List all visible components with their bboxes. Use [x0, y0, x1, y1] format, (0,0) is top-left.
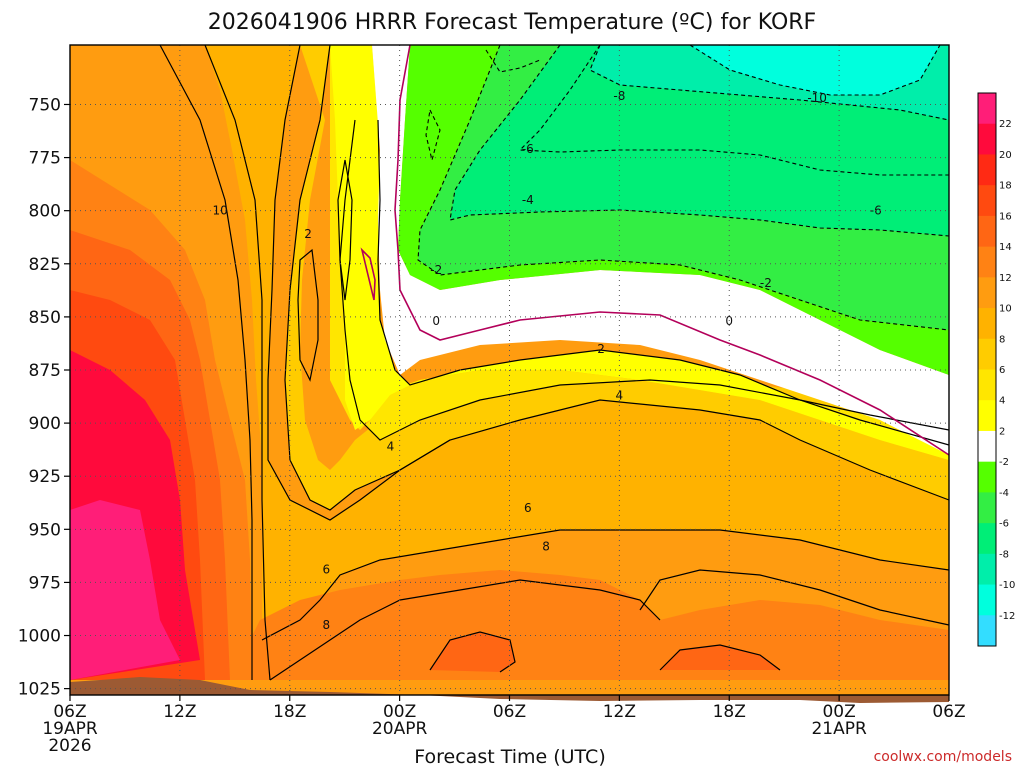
- x-tick-label: 00Z: [822, 702, 855, 722]
- y-axis: 750 775 800 825 850 875 900 925 950 975 1000 1025: [18, 95, 70, 700]
- colorbar-frame: [977, 92, 997, 647]
- colorbar-swatch: [978, 215, 996, 248]
- x-tick-label: 06Z: [53, 702, 86, 722]
- contour-label: 6: [323, 563, 331, 577]
- contour-label: -10: [807, 91, 827, 105]
- colorbar-label: 6: [999, 365, 1005, 376]
- colorbar-swatch: [978, 615, 996, 647]
- colorbar-swatch: [978, 461, 996, 493]
- colorbar-swatch: [978, 185, 996, 217]
- colorbar-swatch: [978, 492, 996, 524]
- band-neg2-2: [372, 45, 949, 455]
- zero-contour: [360, 44, 950, 456]
- contour-label: 0: [725, 314, 733, 328]
- colorbar-label: 14: [999, 242, 1012, 253]
- colorbar-label: -4: [999, 488, 1009, 499]
- y-tick-label: 950: [29, 520, 61, 540]
- x-tick-label: 2026: [48, 736, 91, 756]
- band-near-surface-warmer-2: [660, 645, 780, 670]
- y-tick-label: 1025: [18, 680, 61, 700]
- x-tick-label: 06Z: [493, 702, 526, 722]
- y-tick-label: 825: [29, 255, 61, 275]
- colorbar-swatch: [978, 430, 996, 463]
- colorbar-label: 20: [999, 150, 1012, 161]
- band-neg4-neg2: [398, 45, 949, 375]
- colorbar-label: 4: [999, 396, 1005, 407]
- colorbar-label: -8: [999, 549, 1009, 560]
- colorbar-label: -12: [999, 611, 1015, 622]
- credit-text: coolwx.com/models: [874, 749, 1012, 765]
- colorbar: 22 20 18 16 14 12 10 8 6 4 2 -2 -4 -6 -8 -10 -12: [977, 92, 1015, 647]
- x-tick-label: 12Z: [603, 702, 636, 722]
- chart-title: 2026041906 HRRR Forecast Temperature (ºC…: [208, 10, 816, 35]
- x-tick-label: 12Z: [163, 702, 196, 722]
- colorbar-label: -10: [999, 580, 1015, 591]
- y-tick-label: 900: [29, 414, 61, 434]
- contour-label: 4: [387, 439, 395, 453]
- colorbar-swatch: [978, 154, 996, 186]
- contour-label: 2: [597, 342, 605, 356]
- y-tick-label: 850: [29, 308, 61, 328]
- x-tick-label: 18Z: [273, 702, 306, 722]
- colorbar-label: 12: [999, 273, 1012, 284]
- colorbar-swatch: [978, 523, 996, 555]
- y-tick-label: 750: [29, 95, 61, 115]
- colorbar-label: 10: [999, 304, 1012, 315]
- contour-label: 8: [542, 539, 550, 553]
- contour-label: -2: [430, 263, 442, 277]
- band-neg6-neg4: [418, 45, 949, 330]
- contour-label: 6: [524, 501, 532, 515]
- colorbar-label: 8: [999, 334, 1005, 345]
- x-tick-label: 21APR: [811, 719, 867, 739]
- colorbar-label: 18: [999, 181, 1012, 192]
- colorbar-swatch: [978, 553, 996, 586]
- x-tick-label: 20APR: [372, 719, 428, 739]
- colorbar-label: 22: [999, 119, 1012, 130]
- x-tick-label: 06Z: [932, 702, 965, 722]
- contour-label: -2: [760, 276, 772, 290]
- band-near-surface-warmer: [430, 632, 515, 672]
- band-8-10-main: [205, 45, 949, 640]
- colorbar-swatch: [978, 123, 996, 155]
- y-tick-label: 975: [29, 573, 61, 593]
- contour-label: -4: [522, 193, 534, 207]
- contour-label: 8: [323, 618, 331, 632]
- y-tick-label: 775: [29, 149, 61, 169]
- colorbar-swatch: [978, 308, 996, 340]
- x-tick-label: 18Z: [713, 702, 746, 722]
- colorbar-label: 16: [999, 211, 1012, 222]
- colorbar-swatch: [978, 93, 996, 125]
- colorbar-swatch: [978, 400, 996, 432]
- colorbar-swatch: [978, 338, 996, 370]
- colorbar-swatch: [978, 277, 996, 309]
- band-20-22: [70, 500, 180, 680]
- negative-contours: [417, 44, 950, 331]
- y-tick-label: 800: [29, 202, 61, 222]
- contour-label: 2: [304, 227, 312, 241]
- x-tick-label: 19APR: [42, 719, 98, 739]
- colorbar-swatch: [978, 246, 996, 278]
- band-neg12-neg10: [690, 45, 940, 95]
- contour-label: -6: [522, 142, 534, 156]
- colorbar-swatch: [978, 369, 996, 401]
- y-tick-label: 1000: [18, 627, 61, 647]
- contour-label: 0: [432, 314, 440, 328]
- band-near-surface-warm: [230, 570, 949, 680]
- y-tick-label: 925: [29, 467, 61, 487]
- colorbar-label: -6: [999, 519, 1009, 530]
- colorbar-swatch: [978, 584, 996, 616]
- x-axis-label: Forecast Time (UTC): [414, 746, 605, 768]
- colorbar-label: -2: [999, 457, 1009, 468]
- y-tick-label: 875: [29, 361, 61, 381]
- band-2-4: [330, 45, 949, 460]
- x-tick-label: 00Z: [383, 702, 416, 722]
- colorbar-label: 2: [999, 426, 1005, 437]
